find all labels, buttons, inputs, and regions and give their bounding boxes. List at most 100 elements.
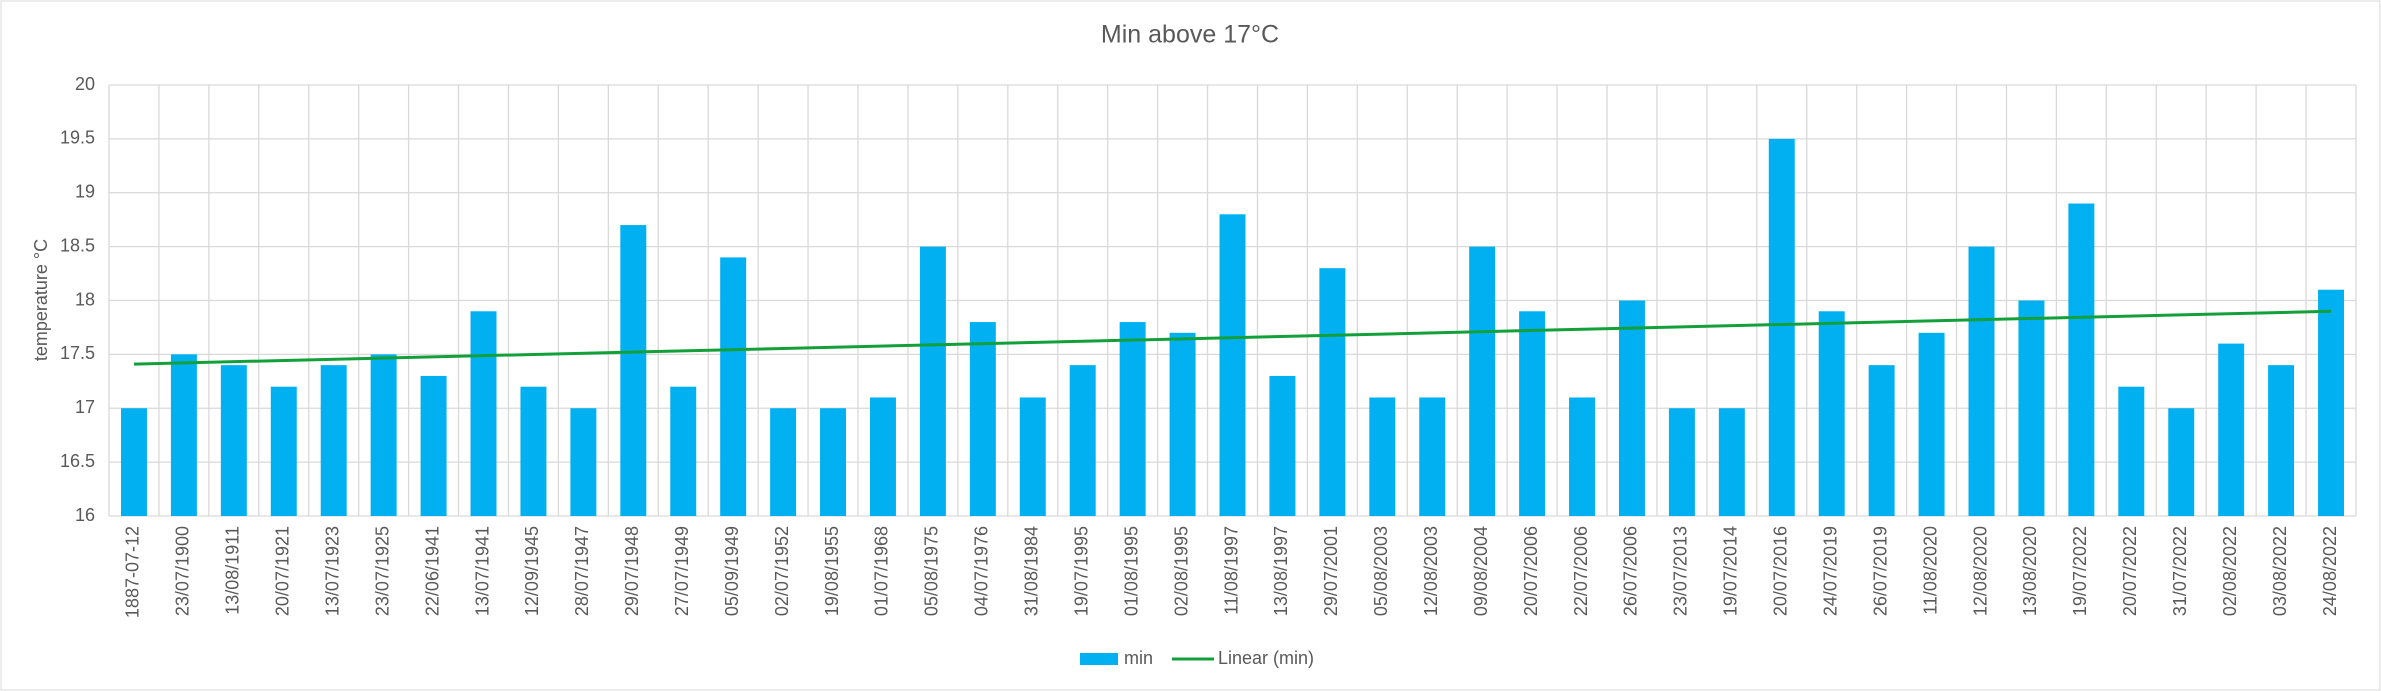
x-tick-label: 20/07/2006 bbox=[1521, 526, 1541, 616]
x-tick-label: 12/08/2020 bbox=[1970, 526, 1990, 616]
bar bbox=[1818, 311, 1845, 516]
x-tick-label: 1887-07-12 bbox=[123, 526, 143, 618]
bar bbox=[1069, 365, 1096, 516]
x-tick-label: 05/09/1949 bbox=[722, 526, 742, 616]
x-tick-label: 28/07/1947 bbox=[572, 526, 592, 616]
x-tick-label: 12/08/2003 bbox=[1421, 526, 1441, 616]
bar bbox=[170, 354, 197, 516]
bar bbox=[1569, 397, 1596, 516]
x-tick-label: 13/07/1923 bbox=[322, 526, 342, 616]
bar bbox=[869, 397, 896, 516]
y-tick-label: 20 bbox=[75, 74, 95, 94]
x-tick-label: 20/07/2016 bbox=[1771, 526, 1791, 616]
y-axis-label: temperature °C bbox=[31, 239, 51, 361]
y-tick-label: 16 bbox=[75, 505, 95, 525]
legend-label: Linear (min) bbox=[1218, 648, 1314, 668]
x-tick-label: 29/07/1948 bbox=[622, 526, 642, 616]
x-tick-label: 02/08/2022 bbox=[2220, 526, 2240, 616]
bar bbox=[820, 408, 847, 516]
bar bbox=[1019, 397, 1046, 516]
bar bbox=[919, 246, 946, 516]
bar bbox=[969, 322, 996, 516]
x-tick-label: 27/07/1949 bbox=[672, 526, 692, 616]
x-tick-label: 23/07/1925 bbox=[372, 526, 392, 616]
bar bbox=[620, 225, 647, 516]
x-tick-label: 24/07/2019 bbox=[1820, 526, 1840, 616]
bar bbox=[2218, 343, 2245, 516]
y-tick-label: 19.5 bbox=[60, 128, 95, 148]
bar bbox=[370, 354, 397, 516]
bar bbox=[1319, 268, 1346, 516]
x-tick-label: 24/08/2022 bbox=[2320, 526, 2340, 616]
x-tick-label: 12/09/1945 bbox=[522, 526, 542, 616]
x-tick-label: 11/08/1997 bbox=[1221, 526, 1241, 615]
x-tick-label: 04/07/1976 bbox=[972, 526, 992, 616]
x-tick-label: 19/08/1955 bbox=[822, 526, 842, 616]
bar bbox=[720, 257, 747, 516]
x-tick-label: 13/07/1941 bbox=[472, 526, 492, 616]
bar bbox=[2118, 386, 2145, 516]
x-tick-label: 05/08/1975 bbox=[922, 526, 942, 616]
bar bbox=[270, 386, 297, 516]
legend-label: min bbox=[1124, 648, 1153, 668]
bar bbox=[2318, 289, 2345, 516]
x-tick-label: 20/07/2022 bbox=[2120, 526, 2140, 616]
y-tick-label: 17 bbox=[75, 397, 95, 417]
x-tick-label: 03/08/2022 bbox=[2270, 526, 2290, 616]
bar bbox=[320, 365, 347, 516]
bar bbox=[670, 386, 697, 516]
bar bbox=[1519, 311, 1546, 516]
x-tick-label: 26/07/2006 bbox=[1621, 526, 1641, 616]
x-tick-label: 26/07/2019 bbox=[1870, 526, 1890, 616]
x-tick-label: 01/07/1968 bbox=[872, 526, 892, 616]
x-tick-label: 22/07/2006 bbox=[1571, 526, 1591, 616]
bar bbox=[770, 408, 797, 516]
bar bbox=[1618, 300, 1645, 516]
x-tick-label: 19/07/2014 bbox=[1721, 526, 1741, 616]
y-tick-label: 17.5 bbox=[60, 343, 95, 363]
x-tick-label: 01/08/1995 bbox=[1121, 526, 1141, 616]
bar bbox=[420, 375, 447, 516]
bar bbox=[1968, 246, 1995, 516]
x-tick-label: 23/07/2013 bbox=[1671, 526, 1691, 616]
bar bbox=[2018, 300, 2045, 516]
x-tick-label: 09/08/2004 bbox=[1471, 526, 1491, 616]
bar bbox=[220, 365, 247, 516]
bar bbox=[1419, 397, 1446, 516]
y-tick-label: 18.5 bbox=[60, 235, 95, 255]
trendline bbox=[133, 309, 2332, 366]
chart-title: Min above 17°C bbox=[1101, 21, 1279, 49]
x-tick-label: 11/08/2020 bbox=[1920, 526, 1940, 615]
x-tick-label: 13/08/1997 bbox=[1271, 526, 1291, 616]
x-tick-label: 19/07/2022 bbox=[2070, 526, 2090, 616]
x-tick-label: 19/07/1995 bbox=[1071, 526, 1091, 616]
x-tick-label: 13/08/1911 bbox=[223, 526, 243, 615]
bar bbox=[470, 311, 497, 516]
x-tick-label: 13/08/2020 bbox=[2020, 526, 2040, 616]
bar bbox=[120, 408, 147, 516]
x-tick-label: 23/07/1900 bbox=[173, 526, 193, 616]
bar bbox=[1668, 408, 1695, 516]
bar bbox=[1768, 138, 1795, 516]
bar bbox=[520, 386, 547, 516]
x-tick-label: 22/06/1941 bbox=[422, 526, 442, 616]
bar bbox=[2068, 203, 2095, 516]
bar bbox=[2268, 365, 2295, 516]
y-tick-label: 18 bbox=[75, 289, 95, 309]
bar bbox=[1918, 332, 1945, 516]
x-tick-label: 31/08/1984 bbox=[1022, 526, 1042, 616]
bar bbox=[1868, 365, 1895, 516]
x-tick-label: 20/07/1921 bbox=[273, 526, 293, 616]
bar bbox=[1169, 332, 1196, 516]
legend-swatch bbox=[1080, 653, 1118, 665]
x-tick-label: 05/08/2003 bbox=[1371, 526, 1391, 616]
bar bbox=[1119, 322, 1146, 516]
x-tick-label: 31/07/2022 bbox=[2170, 526, 2190, 616]
bar bbox=[2168, 408, 2195, 516]
y-tick-label: 19 bbox=[75, 182, 95, 202]
y-tick-label: 16.5 bbox=[60, 451, 95, 471]
bar bbox=[1718, 408, 1745, 516]
bar bbox=[1369, 397, 1396, 516]
bar bbox=[1219, 214, 1246, 517]
